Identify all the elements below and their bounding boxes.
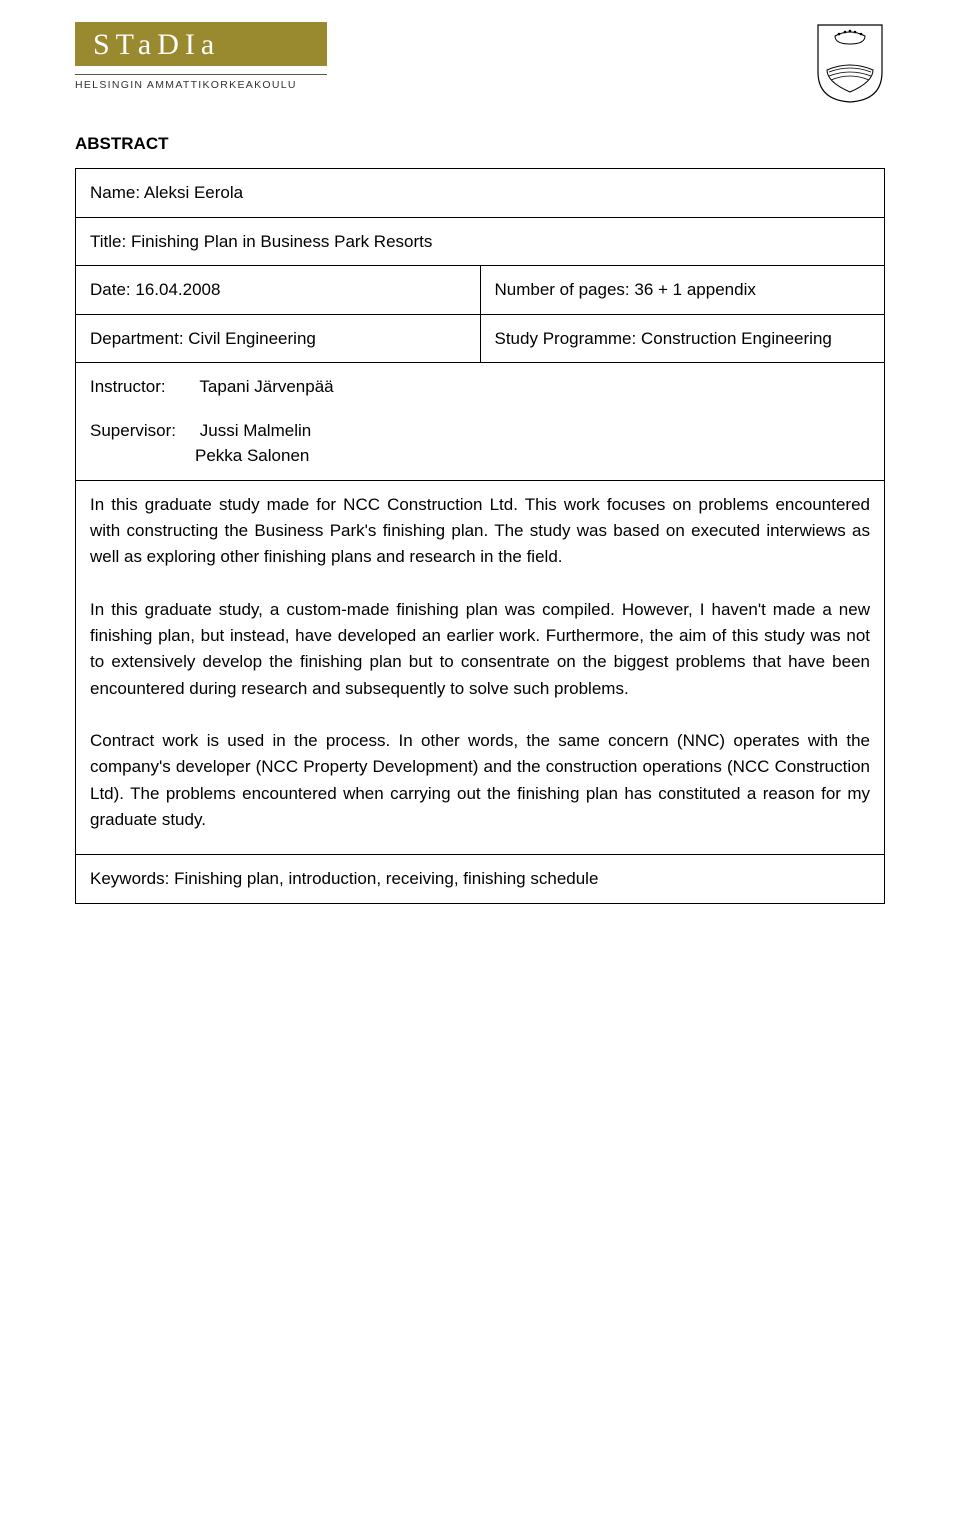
supervisor-value-2: Pekka Salonen [90, 443, 870, 469]
abstract-heading: ABSTRACT [75, 134, 885, 154]
title-cell: Title: Finishing Plan in Business Park R… [76, 217, 885, 266]
title-label: Title: [90, 232, 126, 251]
date-label: Date: [90, 280, 131, 299]
abstract-body-cell: In this graduate study made for NCC Cons… [76, 480, 885, 855]
title-value: Finishing Plan in Business Park Resorts [131, 232, 432, 251]
abstract-paragraph-1: In this graduate study made for NCC Cons… [90, 492, 870, 571]
programme-cell: Study Programme: Construction Engineerin… [480, 314, 885, 363]
date-value: 16.04.2008 [135, 280, 220, 299]
helsinki-crest-icon [815, 22, 885, 104]
page-container: STaDIa HELSINGIN AMMATTIKORKEAKOULU ABST… [0, 0, 960, 944]
abstract-paragraph-2: In this graduate study, a custom-made fi… [90, 597, 870, 702]
abstract-paragraph-3: Contract work is used in the process. In… [90, 728, 870, 833]
supervisor-value-1: Jussi Malmelin [200, 421, 311, 440]
department-label: Department: [90, 329, 184, 348]
abstract-table: Name: Aleksi Eerola Title: Finishing Pla… [75, 168, 885, 904]
keywords-label: Keywords: [90, 869, 169, 888]
people-cell: Instructor: Tapani Järvenpää Supervisor:… [76, 363, 885, 481]
stadia-badge: STaDIa [75, 22, 327, 66]
name-value: Aleksi Eerola [144, 183, 243, 202]
pages-label: Number of pages: [495, 280, 630, 299]
department-value: Civil Engineering [188, 329, 316, 348]
name-cell: Name: Aleksi Eerola [76, 169, 885, 218]
programme-value: Construction Engineering [641, 329, 832, 348]
pages-cell: Number of pages: 36 + 1 appendix [480, 266, 885, 315]
name-label: Name: [90, 183, 140, 202]
instructor-value: Tapani Järvenpää [199, 377, 333, 396]
programme-label: Study Programme: [495, 329, 637, 348]
stadia-logo-text: STaDIa [93, 28, 220, 61]
pages-value: 36 + 1 appendix [634, 280, 755, 299]
stadia-subtext: HELSINGIN AMMATTIKORKEAKOULU [75, 74, 327, 91]
date-cell: Date: 16.04.2008 [76, 266, 481, 315]
header-row: STaDIa HELSINGIN AMMATTIKORKEAKOULU [75, 22, 885, 104]
keywords-cell: Keywords: Finishing plan, introduction, … [76, 855, 885, 904]
stadia-logo: STaDIa HELSINGIN AMMATTIKORKEAKOULU [75, 22, 327, 91]
keywords-value: Finishing plan, introduction, receiving,… [174, 869, 598, 888]
department-cell: Department: Civil Engineering [76, 314, 481, 363]
supervisor-label: Supervisor: [90, 418, 195, 444]
instructor-label: Instructor: [90, 374, 195, 400]
